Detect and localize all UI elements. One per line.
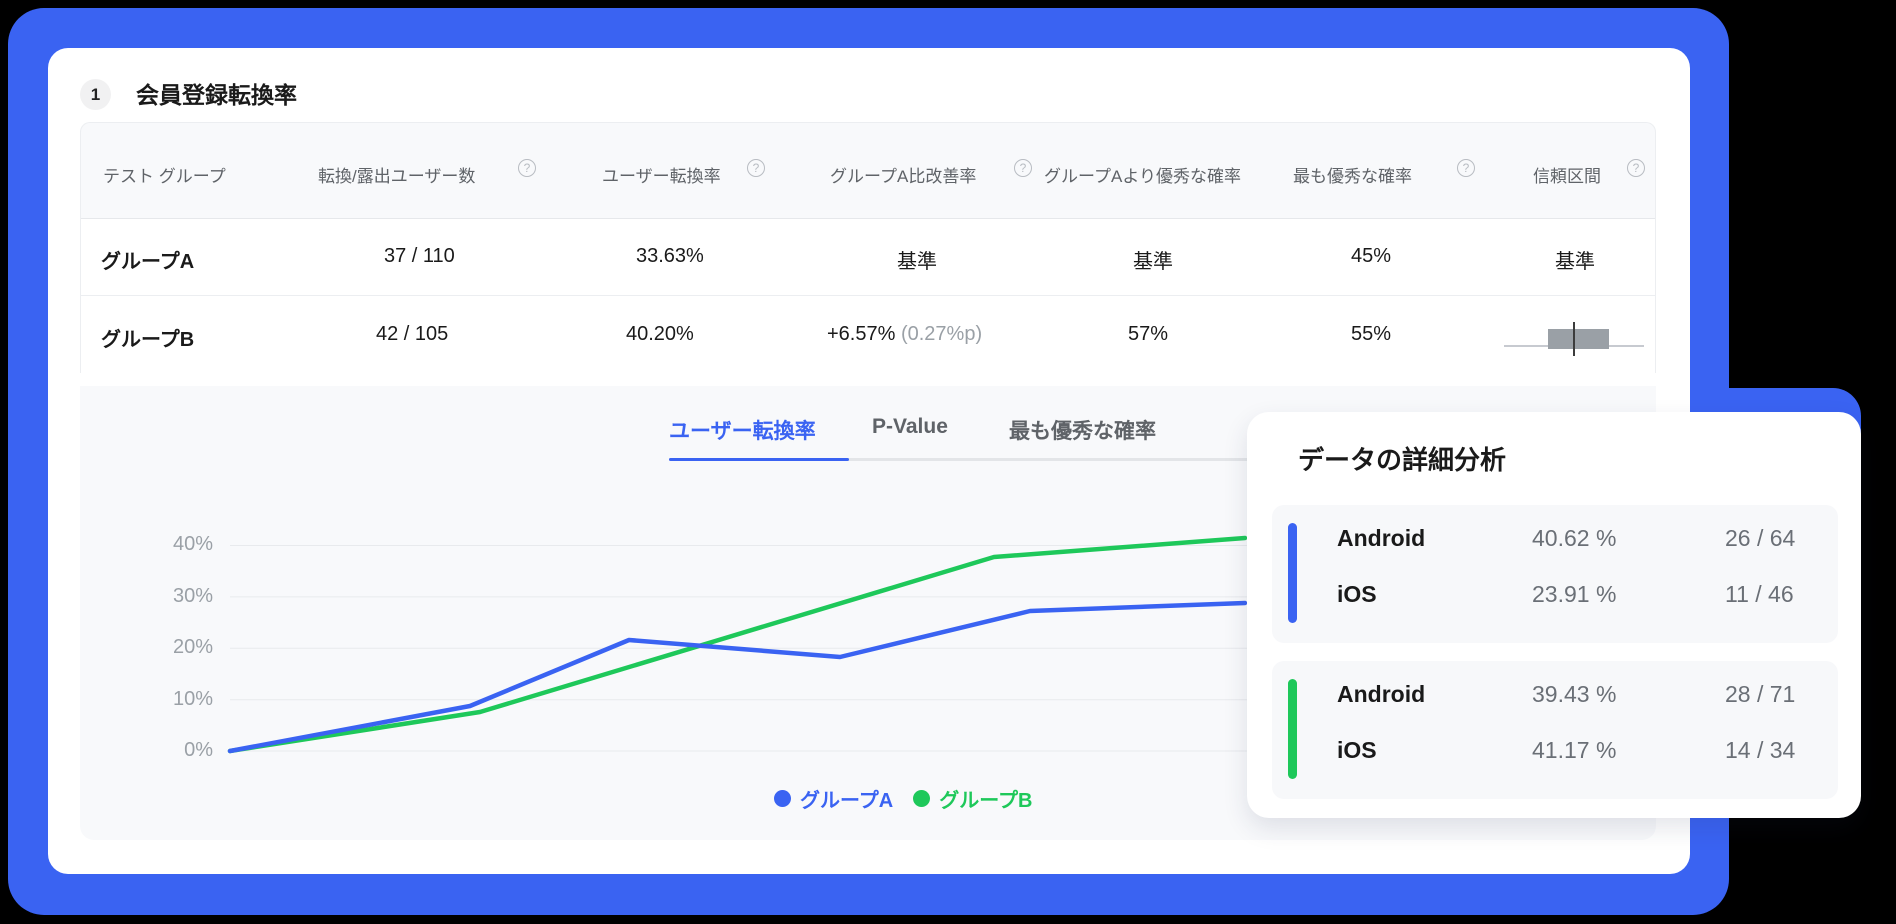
- svg-text:10%: 10%: [173, 688, 213, 710]
- svg-text:0%: 0%: [184, 739, 213, 761]
- svg-text:30%: 30%: [173, 585, 213, 607]
- svg-text:40%: 40%: [173, 533, 213, 555]
- svg-text:20%: 20%: [173, 636, 213, 658]
